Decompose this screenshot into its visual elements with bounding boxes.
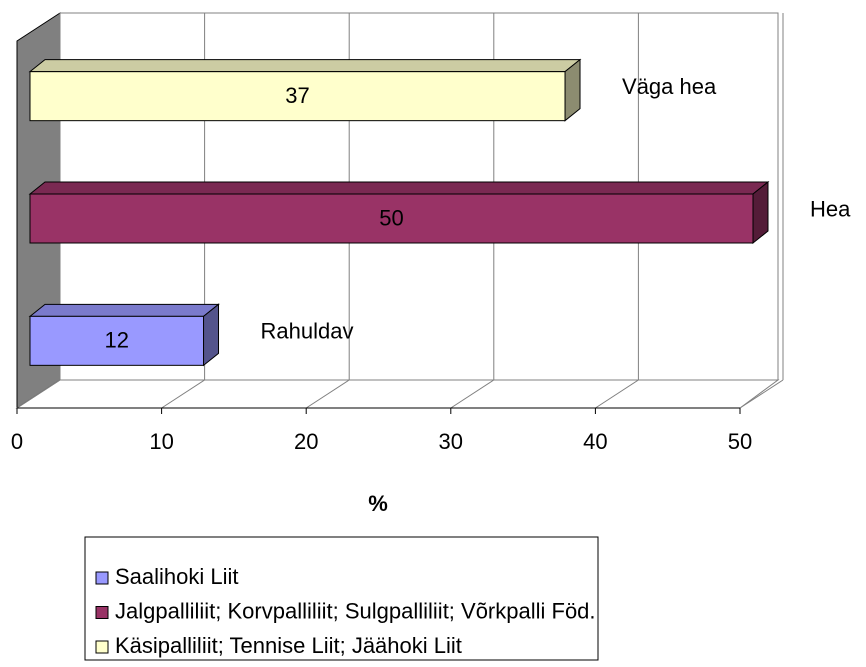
bar [29, 71, 566, 122]
x-tick-label: 10 [149, 429, 173, 454]
floor-grid-line [161, 379, 205, 409]
data-label: 12 [105, 328, 129, 353]
data-label: 50 [379, 205, 403, 230]
category-label: Väga hea [622, 74, 717, 99]
legend-label: Käsipalliliit; Tennise Liit; Jäähoki Lii… [115, 633, 462, 658]
legend-swatch [95, 640, 109, 654]
floor-grid-line [595, 379, 639, 409]
category-label: Rahuldav [261, 319, 354, 344]
floor [15, 379, 780, 409]
x-axis-title: % [368, 491, 388, 516]
floor-grid-line [739, 379, 784, 409]
x-tick-label: 40 [583, 429, 607, 454]
floor-grid-line [450, 379, 495, 409]
floor-grid-line [305, 379, 350, 409]
data-label: 37 [285, 83, 309, 108]
bar [29, 315, 205, 366]
legend-swatch [95, 606, 109, 619]
bar [29, 193, 754, 244]
x-tick-label: 0 [11, 429, 23, 454]
bar-top [28, 59, 582, 73]
legend-label: Jalgpalliliit; Korvpalliliit; Sulgpallil… [115, 598, 596, 623]
floor-grid-line [16, 379, 61, 409]
legend-swatch [95, 571, 109, 585]
x-tick-label: 30 [439, 429, 463, 454]
bar-top [28, 181, 770, 195]
legend [84, 536, 599, 661]
legend-label: Saalihoki Liit [115, 564, 239, 589]
x-tick-label: 20 [294, 429, 318, 454]
bar-top [28, 303, 220, 317]
x-tick-label: 50 [728, 429, 752, 454]
category-label: Hea [810, 196, 851, 221]
